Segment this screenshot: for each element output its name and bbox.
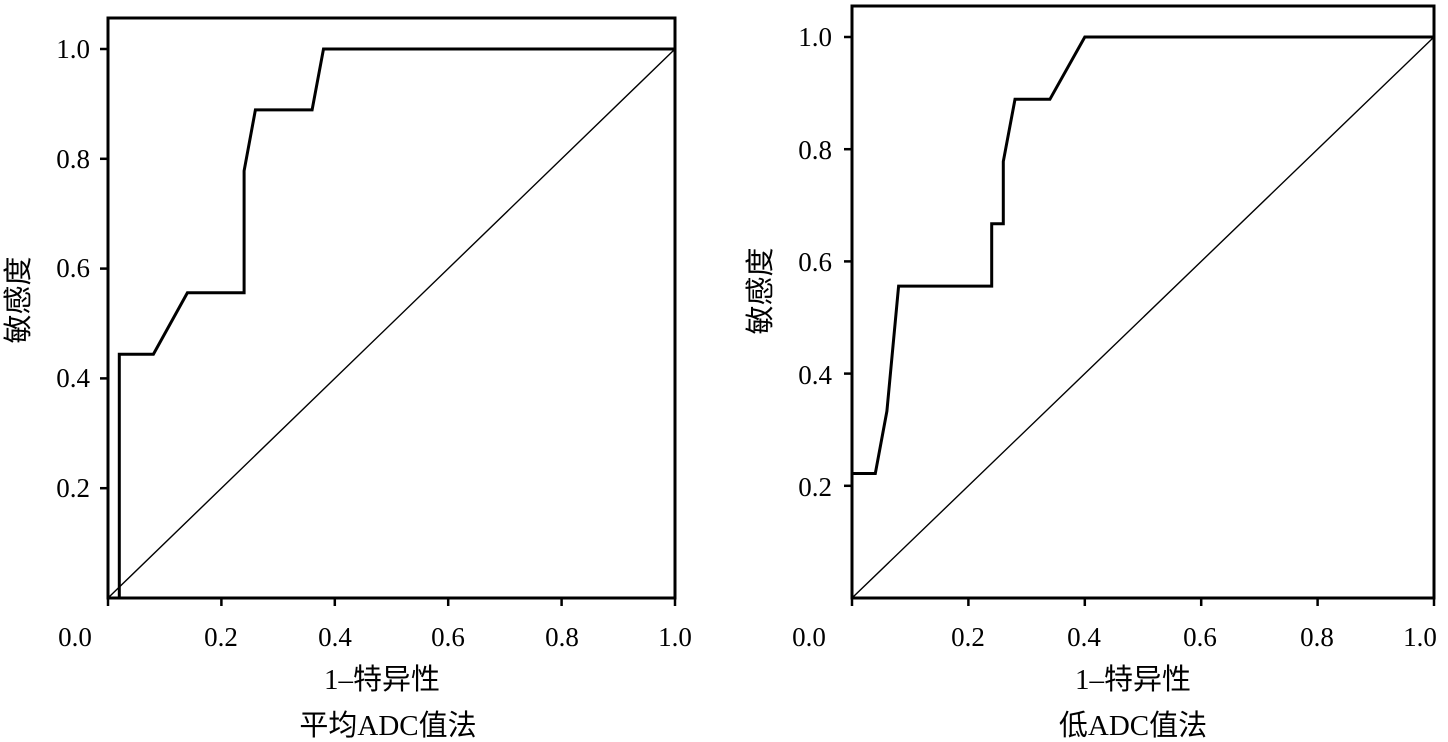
x-axis-label: 1–特异性	[1075, 663, 1191, 696]
x-tick-label-5: 1.0	[658, 622, 692, 652]
roc-group	[108, 47, 675, 600]
plot-frame	[106, 16, 677, 600]
roc-chart-mean-adc: 0.0 0.2 0.4 0.6 0.8 1.0 0.2 0.4 0.6 0.8 …	[2, 16, 692, 742]
x-tick-label-4: 0.8	[1300, 622, 1334, 652]
x-tick-label-3: 0.6	[1183, 622, 1217, 652]
reference-group	[851, 36, 1435, 599]
ticks-group	[100, 47, 677, 606]
x-axis-label: 1–特异性	[324, 663, 440, 696]
y-tick-label-1: 0.4	[56, 363, 90, 393]
x-tick-label-5: 1.0	[1403, 622, 1437, 652]
y-tick-label-2: 0.6	[56, 253, 90, 283]
x-tick-label-2: 0.4	[1067, 622, 1101, 652]
reference-group	[107, 48, 676, 599]
x-tick-label-1: 0.2	[204, 622, 238, 652]
roc-group	[850, 35, 1434, 598]
x-tick-label-0: 0.0	[792, 622, 826, 652]
x-tick-label-4: 0.8	[545, 622, 579, 652]
panel-caption: 平均ADC值法	[299, 709, 476, 742]
x-tick-label-3: 0.6	[431, 622, 465, 652]
panel-caption: 低ADC值法	[1059, 709, 1207, 742]
roc-curve-line	[108, 47, 675, 600]
y-tick-label-1: 0.4	[798, 360, 832, 390]
y-tick-label-3: 0.8	[56, 144, 90, 174]
y-tick-label-2: 0.6	[798, 247, 832, 277]
ticks-group	[844, 35, 1436, 606]
x-tick-label-1: 0.2	[951, 622, 985, 652]
roc-curve-line	[850, 35, 1434, 598]
roc-chart-low-adc: 0.0 0.2 0.4 0.6 0.8 1.0 0.2 0.4 0.6 0.8 …	[744, 4, 1437, 742]
x-tick-label-0: 0.0	[58, 622, 92, 652]
y-axis-label: 敏感度	[2, 256, 35, 343]
y-tick-label-4: 1.0	[56, 34, 90, 64]
y-tick-label-0: 0.2	[798, 472, 832, 502]
y-tick-label-3: 0.8	[798, 135, 832, 165]
reference-diagonal-line	[107, 48, 676, 599]
x-tick-label-2: 0.4	[318, 622, 352, 652]
reference-diagonal-line	[851, 36, 1435, 599]
y-tick-label-0: 0.2	[56, 473, 90, 503]
plot-frame	[850, 4, 1436, 600]
y-tick-label-4: 1.0	[798, 22, 832, 52]
y-axis-label: 敏感度	[744, 247, 777, 334]
